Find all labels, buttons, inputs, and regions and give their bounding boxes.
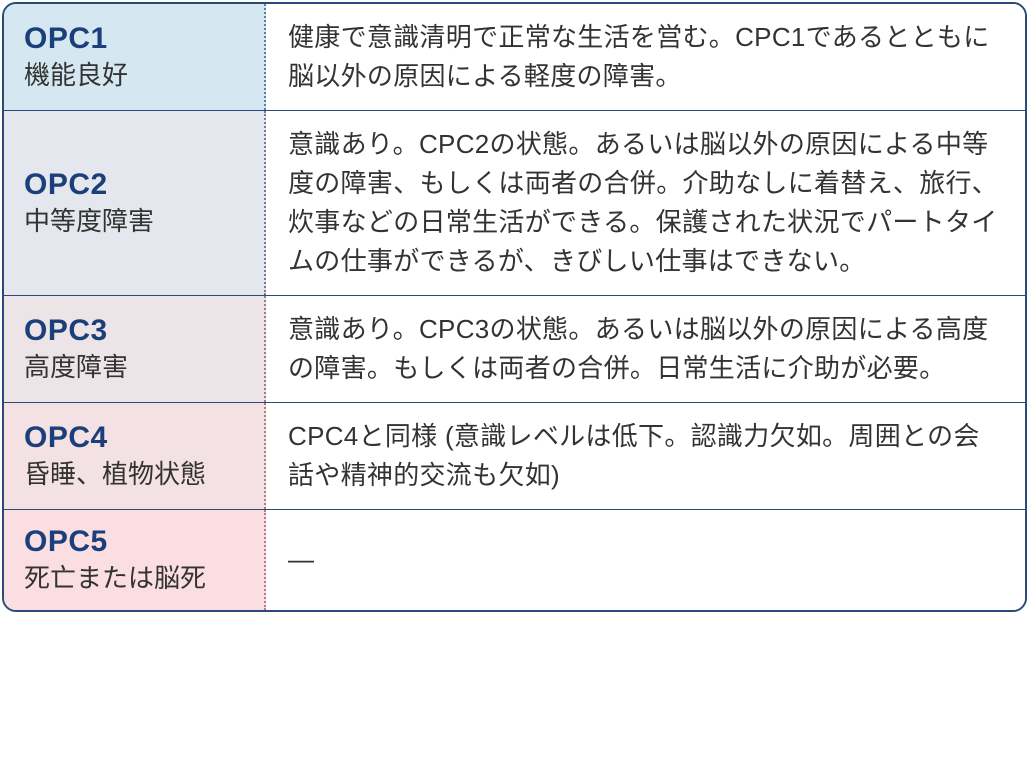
description-text: 意識あり。CPC2の状態。あるいは脳以外の原因による中等度の障害、もしくは両者の… (288, 125, 1005, 281)
description-text: 健康で意識清明で正常な生活を営む。CPC1であるとともに脳以外の原因による軽度の… (288, 18, 1005, 96)
description-text: — (288, 540, 314, 579)
description-cell: — (266, 510, 1025, 610)
category-cell-opc1: OPC1 機能良好 (4, 4, 266, 110)
category-label: 機能良好 (24, 59, 248, 93)
category-label: 高度障害 (24, 351, 248, 385)
table-row: OPC2 中等度障害 意識あり。CPC2の状態。あるいは脳以外の原因による中等度… (4, 111, 1025, 296)
category-code: OPC5 (24, 524, 248, 560)
table-row: OPC5 死亡または脳死 — (4, 510, 1025, 610)
category-code: OPC2 (24, 167, 248, 203)
table-row: OPC1 機能良好 健康で意識清明で正常な生活を営む。CPC1であるとともに脳以… (4, 4, 1025, 111)
category-cell-opc4: OPC4 昏睡、植物状態 (4, 403, 266, 509)
table-row: OPC3 高度障害 意識あり。CPC3の状態。あるいは脳以外の原因による高度の障… (4, 296, 1025, 403)
category-cell-opc3: OPC3 高度障害 (4, 296, 266, 402)
description-text: 意識あり。CPC3の状態。あるいは脳以外の原因による高度の障害。もしくは両者の合… (288, 310, 1005, 388)
category-label: 昏睡、植物状態 (24, 458, 248, 492)
description-cell: 意識あり。CPC3の状態。あるいは脳以外の原因による高度の障害。もしくは両者の合… (266, 296, 1025, 402)
category-code: OPC4 (24, 420, 248, 456)
category-cell-opc2: OPC2 中等度障害 (4, 111, 266, 295)
category-code: OPC3 (24, 313, 248, 349)
description-cell: 意識あり。CPC2の状態。あるいは脳以外の原因による中等度の障害、もしくは両者の… (266, 111, 1025, 295)
category-cell-opc5: OPC5 死亡または脳死 (4, 510, 266, 610)
category-label: 死亡または脳死 (24, 562, 248, 596)
description-text: CPC4と同様 (意識レベルは低下。認識力欠如。周囲との会話や精神的交流も欠如) (288, 417, 1005, 495)
opc-table: OPC1 機能良好 健康で意識清明で正常な生活を営む。CPC1であるとともに脳以… (2, 2, 1027, 612)
category-code: OPC1 (24, 21, 248, 57)
table-row: OPC4 昏睡、植物状態 CPC4と同様 (意識レベルは低下。認識力欠如。周囲と… (4, 403, 1025, 510)
description-cell: 健康で意識清明で正常な生活を営む。CPC1であるとともに脳以外の原因による軽度の… (266, 4, 1025, 110)
category-label: 中等度障害 (24, 205, 248, 239)
description-cell: CPC4と同様 (意識レベルは低下。認識力欠如。周囲との会話や精神的交流も欠如) (266, 403, 1025, 509)
